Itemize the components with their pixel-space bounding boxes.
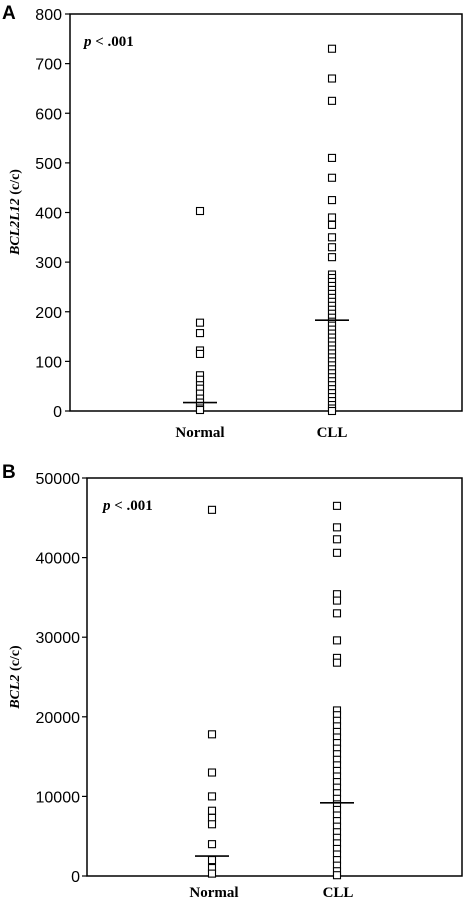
- panel-b-y-unit: (c/c): [8, 645, 23, 674]
- panel-a-point-cll-6: [327, 213, 337, 222]
- panel-b-y-tick-label-0: 0: [71, 869, 80, 886]
- panel-a-p-threshold: < .001: [92, 34, 134, 50]
- panel-a-y-tick-label-5: 500: [35, 156, 62, 173]
- panel-a-point-normal-2: [195, 329, 205, 338]
- panel-a-y-unit: (c/c): [8, 169, 23, 198]
- panel-b: B p < .001 BCL2 (c/c) 0 10000 20000 30000 40…: [2, 462, 463, 900]
- panel-a-point-cll-7: [327, 220, 337, 229]
- panel-a-point-normal-4: [195, 349, 205, 358]
- panel-b-point-cll-7: [332, 636, 342, 645]
- panel-b-point-cll-9: [332, 658, 342, 667]
- panel-a-point-cll-8: [327, 233, 337, 242]
- panel-b-point-cll-2: [332, 535, 342, 544]
- panel-b-point-normal-10: [207, 869, 217, 878]
- panel-a-point-normal-14: [195, 405, 205, 415]
- panel-a-p-symbol: p: [82, 34, 92, 50]
- panel-b-point-normal-2: [207, 768, 217, 777]
- panel-b-point-normal-7: [207, 840, 217, 849]
- panel-a-y-tick-label-1: 100: [35, 354, 62, 371]
- panel-a-point-cll-3: [327, 153, 337, 162]
- panel-a-y-tick-label-6: 600: [35, 106, 62, 123]
- panel-b-y-tick-label-4: 40000: [36, 551, 81, 568]
- panel-a: A p < .001 BCL2L12 (c/c) 0 100 200 300 400 50…: [2, 3, 463, 441]
- panel-b-points: [207, 501, 342, 880]
- panel-b-point-cll-5: [332, 596, 342, 605]
- panel-b-point-cll-3: [332, 548, 342, 557]
- panel-b-point-cll-6: [332, 609, 342, 618]
- panel-b-point-cll-1: [332, 523, 342, 532]
- panel-b-x-label-normal: Normal: [189, 885, 238, 900]
- panel-b-y-axis-title: BCL2 (c/c): [8, 645, 23, 710]
- panel-a-point-normal-0: [195, 206, 205, 216]
- panel-b-point-normal-0: [207, 505, 217, 514]
- panel-a-point-normal-1: [195, 318, 205, 327]
- panel-b-p-symbol: p: [101, 498, 111, 514]
- panel-a-y-tick-label-3: 300: [35, 255, 62, 272]
- panel-a-y-tick-label-4: 400: [35, 206, 62, 223]
- panel-b-medians: [195, 801, 354, 857]
- panel-a-point-cll-2: [327, 96, 337, 105]
- panel-b-point-cll-0: [332, 501, 342, 510]
- panel-a-point-cll-4: [327, 173, 337, 182]
- panel-b-y-ticks: 0 10000 20000 30000 40000 50000: [36, 471, 87, 886]
- panel-b-point-normal-3: [207, 792, 217, 801]
- panel-a-x-label-cll: CLL: [317, 425, 348, 441]
- panel-a-point-cll-10: [327, 253, 337, 262]
- panel-a-point-cll-0: [327, 44, 337, 53]
- panel-a-y-tick-label-7: 700: [35, 57, 62, 74]
- panel-b-p-value: p < .001: [101, 498, 153, 514]
- panel-a-point-cll-5: [327, 196, 337, 205]
- panel-b-y-tick-label-5: 50000: [36, 471, 81, 488]
- panel-a-y-tick-label-2: 200: [35, 305, 62, 322]
- panel-a-y-ticks: 0 100 200 300 400 500 600 700 800: [35, 7, 70, 421]
- panel-b-point-normal-1: [207, 730, 217, 739]
- panel-a-point-cll-9: [327, 243, 337, 252]
- panel-a-y-gene: BCL2L12: [8, 198, 23, 256]
- panel-b-point-cll-40: [332, 871, 342, 880]
- panel-b-y-tick-label-3: 30000: [36, 630, 81, 647]
- panel-a-y-tick-label-0: 0: [53, 404, 62, 421]
- panel-a-p-value: p < .001: [82, 34, 134, 50]
- panel-b-point-normal-8: [207, 856, 217, 865]
- panel-b-point-normal-6: [207, 820, 217, 829]
- panel-b-x-label-cll: CLL: [323, 885, 354, 900]
- panel-b-p-threshold: < .001: [111, 498, 153, 514]
- panel-b-y-tick-label-2: 20000: [36, 710, 81, 727]
- panel-a-y-tick-label-8: 800: [35, 7, 62, 24]
- panel-a-point-cll-1: [327, 74, 337, 83]
- panel-b-y-gene: BCL2: [8, 674, 23, 709]
- panel-a-letter: A: [2, 3, 16, 24]
- panel-a-medians: [183, 319, 349, 404]
- panel-b-point-normal-4: [207, 806, 217, 815]
- panel-a-plot-frame: [69, 13, 463, 412]
- panel-a-x-label-normal: Normal: [175, 425, 224, 441]
- panel-a-points: [195, 44, 337, 416]
- panel-a-point-cll-46: [327, 406, 337, 416]
- panel-b-plot-frame: [86, 477, 463, 877]
- panel-b-letter: B: [2, 462, 16, 483]
- panel-a-y-axis-title: BCL2L12 (c/c): [8, 169, 23, 256]
- panel-b-y-tick-label-1: 10000: [36, 789, 81, 806]
